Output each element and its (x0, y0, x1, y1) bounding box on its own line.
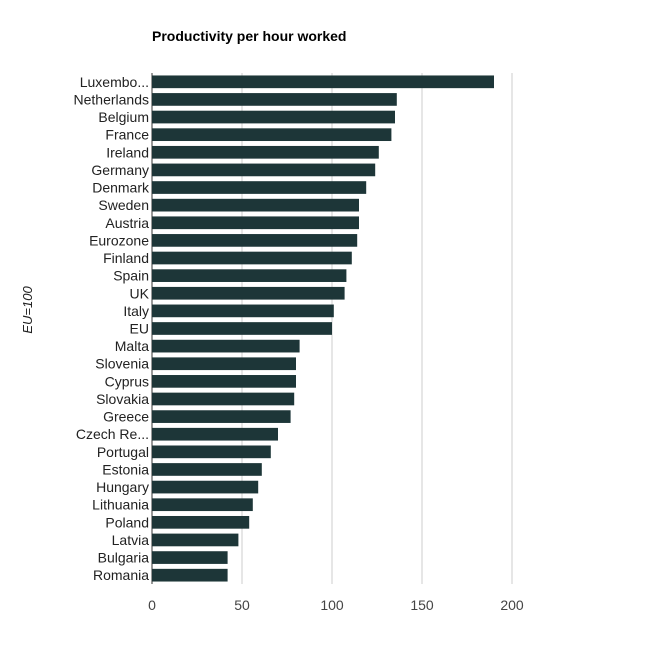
bar (152, 322, 332, 335)
category-label: Czech Re... (76, 426, 149, 442)
category-label: Ireland (106, 144, 149, 160)
bar (152, 551, 228, 564)
category-label: Cyprus (105, 373, 149, 389)
category-label: Bulgaria (98, 550, 150, 566)
category-label: Luxembo... (80, 74, 149, 90)
chart-title: Productivity per hour worked (152, 28, 347, 44)
category-label: Greece (103, 409, 149, 425)
category-label: Austria (105, 215, 149, 231)
bar (152, 269, 347, 282)
category-label: Sweden (98, 197, 149, 213)
category-label: EU (130, 321, 149, 337)
category-label: France (105, 127, 149, 143)
bar (152, 286, 345, 300)
bars (152, 75, 494, 582)
bar (152, 216, 359, 230)
bar (152, 480, 259, 494)
x-tick-labels: 0 50 100 150 200 (148, 597, 524, 613)
category-label: Italy (123, 303, 149, 319)
bar (152, 234, 358, 247)
bar (152, 304, 334, 318)
bar (152, 445, 271, 459)
category-label: Netherlands (74, 91, 150, 107)
category-label: Estonia (102, 461, 149, 477)
category-label: Poland (105, 514, 149, 530)
bar (152, 427, 278, 441)
category-label: Spain (113, 268, 149, 284)
bar (152, 463, 262, 476)
category-label: Germany (91, 162, 149, 178)
category-label: Malta (115, 338, 149, 354)
category-label: Romania (93, 567, 149, 583)
bar (152, 498, 253, 512)
x-tick-label: 200 (500, 597, 524, 613)
category-label: Latvia (112, 532, 150, 548)
bar (152, 93, 397, 106)
category-label: Lithuania (92, 497, 149, 513)
category-label: Denmark (92, 180, 150, 196)
bar (152, 410, 291, 423)
bar (152, 75, 494, 89)
bar (152, 163, 376, 177)
bar (152, 198, 359, 212)
bar (152, 533, 239, 547)
category-label: Portugal (97, 444, 149, 460)
x-tick-label: 150 (410, 597, 434, 613)
x-tick-label: 0 (148, 597, 156, 613)
bar (152, 339, 300, 353)
category-label: Finland (103, 250, 149, 266)
category-labels: Luxembo...Netherlands Belgium FranceIrelan… (74, 74, 150, 583)
bar (152, 145, 379, 159)
category-label: Slovakia (96, 391, 149, 407)
category-label: Belgium (98, 109, 149, 125)
category-label: Hungary (96, 479, 149, 495)
bar (152, 568, 228, 582)
x-tick-label: 50 (234, 597, 250, 613)
bar (152, 357, 296, 371)
bar (152, 251, 352, 265)
category-label: UK (130, 285, 150, 301)
bar (152, 110, 395, 124)
category-label: Slovenia (95, 356, 149, 372)
x-tick-label: 100 (320, 597, 344, 613)
category-label: Eurozone (89, 232, 149, 248)
bar (152, 128, 392, 142)
bar (152, 181, 367, 194)
bar (152, 392, 295, 406)
bar (152, 375, 296, 388)
bar (152, 515, 250, 529)
